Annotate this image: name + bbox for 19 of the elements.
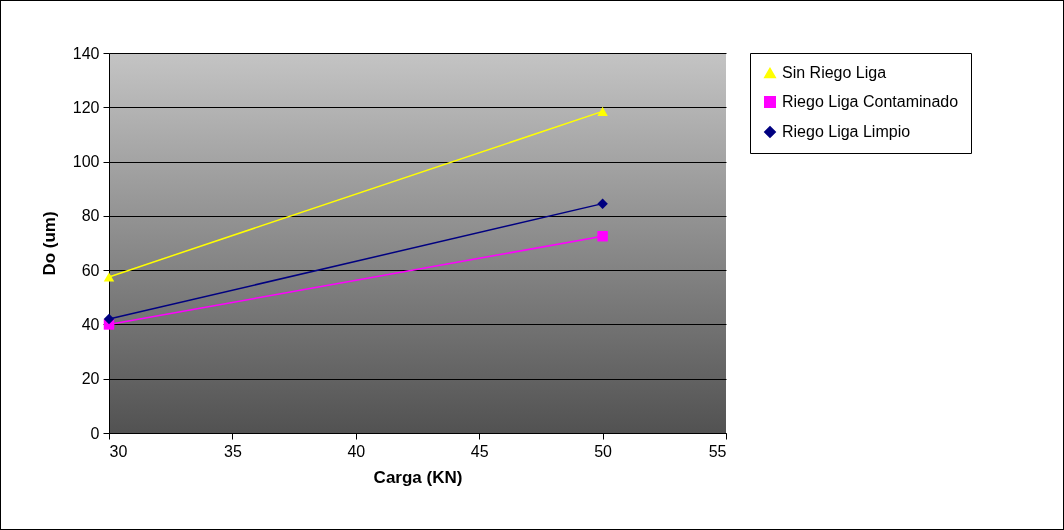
x-axis-title: Carga (KN) [373, 467, 463, 487]
x-tick-label: 55 [708, 442, 727, 460]
legend-label: Sin Riego Liga [782, 64, 887, 81]
y-tick-label: 140 [72, 44, 100, 62]
y-tick-label: 120 [72, 98, 100, 116]
y-tick-label: 20 [81, 370, 100, 388]
x-tick-label: 40 [347, 442, 366, 460]
y-axis-title: Do (um) [39, 211, 59, 276]
x-tick-label: 35 [224, 442, 242, 460]
y-tick-label: 100 [72, 153, 100, 171]
y-tick-label: 40 [81, 315, 100, 333]
y-tick-label: 80 [81, 207, 100, 225]
x-tick-label: 50 [594, 442, 613, 460]
y-tick-label: 60 [81, 261, 100, 279]
y-tick-label: 0 [90, 424, 100, 442]
x-tick-label: 30 [109, 442, 128, 460]
legend-label: Riego Liga Contaminado [782, 93, 959, 110]
x-tick-label: 45 [470, 442, 489, 460]
legend-label: Riego Liga Limpio [782, 123, 911, 140]
